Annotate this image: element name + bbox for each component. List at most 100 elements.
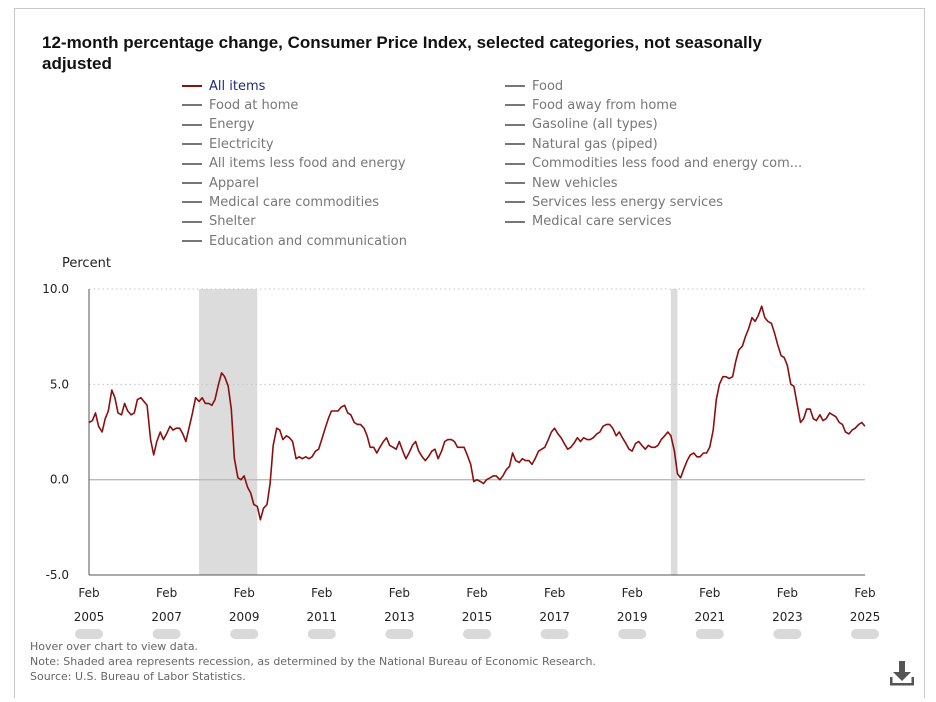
year-slider-handle[interactable] (618, 629, 647, 639)
legend-item[interactable]: Electricity (182, 135, 274, 153)
legend-label: Apparel (209, 175, 260, 191)
x-tick-month: Feb (854, 586, 875, 600)
legend-swatch (505, 85, 525, 87)
year-slider-handle[interactable] (385, 629, 414, 639)
y-tick-label: 5.0 (50, 377, 69, 391)
year-slider-handle[interactable] (695, 629, 724, 639)
x-tick-year: 2017 (539, 610, 570, 624)
legend-item[interactable]: All items less food and energy (182, 155, 406, 173)
legend-swatch (182, 220, 202, 223)
legend-label: Natural gas (piped) (532, 136, 658, 152)
legend-label: Energy (209, 117, 255, 133)
legend-item[interactable]: Food at home (182, 96, 298, 114)
x-tick-month: Feb (311, 586, 332, 600)
x-tick-year: 2005 (74, 610, 105, 624)
legend-swatch (505, 104, 525, 107)
legend-item[interactable]: Food away from home (505, 96, 677, 114)
legend-label: Services less energy services (532, 194, 724, 210)
legend-swatch (505, 220, 525, 223)
legend-item[interactable]: Food (505, 77, 563, 95)
legend-swatch (505, 143, 525, 146)
y-axis-label: Percent (62, 256, 111, 271)
legend-item[interactable]: Natural gas (piped) (505, 135, 658, 153)
legend-label: Food (532, 78, 564, 94)
legend-label: All items less food and energy (209, 156, 406, 172)
legend-swatch (182, 104, 202, 107)
year-slider-handle[interactable] (463, 629, 491, 639)
legend-swatch (182, 182, 202, 184)
year-slider-handle[interactable] (75, 629, 103, 639)
year-slider-handle[interactable] (307, 629, 336, 639)
year-slider-handle[interactable] (540, 629, 569, 639)
legend-swatch (182, 123, 202, 126)
legend-item[interactable]: Education and communication (182, 232, 407, 250)
x-tick-year: 2025 (850, 610, 881, 624)
legend-item[interactable]: Commodities less food and energy com... (505, 155, 802, 173)
recession-shade (199, 289, 258, 575)
legend-swatch (182, 240, 202, 243)
legend-item[interactable]: All items (182, 77, 265, 95)
download-button[interactable] (887, 658, 917, 688)
legend-label: Shelter (209, 214, 256, 230)
x-tick-month: Feb (156, 586, 177, 600)
legend-label: Gasoline (all types) (532, 117, 658, 133)
x-tick-year: 2021 (695, 610, 726, 624)
year-slider-handle[interactable] (230, 629, 259, 639)
chart-notes: Hover over chart to view data. Note: Sha… (30, 639, 596, 684)
x-tick-year: 2023 (772, 610, 803, 624)
series-line-all-items (88, 305, 866, 521)
legend-label: All items (209, 78, 266, 94)
legend-label: Electricity (209, 136, 274, 152)
legend-swatch (505, 123, 525, 126)
legend-swatch (182, 143, 202, 146)
legend-swatch (182, 85, 202, 87)
hover-hint: Hover over chart to view data. (30, 640, 199, 653)
year-slider-handle[interactable] (152, 629, 181, 639)
year-slider-handle[interactable] (851, 629, 879, 639)
chart-frame (14, 8, 925, 698)
legend-item[interactable]: Services less energy services (505, 193, 723, 211)
legend-swatch (182, 201, 202, 204)
download-icon (890, 661, 914, 686)
legend-swatch (505, 182, 525, 184)
legend-item[interactable]: Apparel (182, 174, 259, 192)
y-tick-label: 10.0 (42, 282, 69, 296)
chart-title: 12-month percentage change, Consumer Pri… (42, 33, 762, 73)
year-slider-handle[interactable] (773, 629, 802, 639)
x-tick-year: 2015 (462, 610, 493, 624)
legend-swatch (182, 162, 202, 165)
x-tick-month: Feb (544, 586, 565, 600)
legend-label: Medical care services (532, 214, 672, 230)
x-tick-month: Feb (777, 586, 798, 600)
legend-item[interactable]: Gasoline (all types) (505, 116, 658, 134)
x-tick-year: 2007 (151, 610, 182, 624)
source-note: Source: U.S. Bureau of Labor Statistics. (30, 670, 246, 683)
legend-swatch (505, 162, 525, 165)
x-tick-month: Feb (466, 586, 487, 600)
legend-item[interactable]: Shelter (182, 213, 256, 231)
y-tick-label: -5.0 (46, 568, 69, 582)
x-tick-year: 2011 (307, 610, 338, 624)
legend-item[interactable]: Medical care commodities (182, 193, 379, 211)
legend-label: Education and communication (209, 233, 407, 249)
recession-note: Note: Shaded area represents recession, … (30, 655, 596, 668)
x-tick-month: Feb (234, 586, 255, 600)
x-tick-month: Feb (78, 586, 99, 600)
x-tick-year: 2013 (384, 610, 415, 624)
x-tick-month: Feb (699, 586, 720, 600)
x-tick-year: 2019 (617, 610, 648, 624)
x-tick-month: Feb (622, 586, 643, 600)
legend-item[interactable]: Medical care services (505, 213, 672, 231)
y-tick-label: 0.0 (50, 473, 69, 487)
x-tick-month: Feb (389, 586, 410, 600)
legend-label: Food away from home (532, 97, 677, 113)
x-tick-year: 2009 (229, 610, 260, 624)
recession-shade (670, 289, 678, 575)
legend-label: Medical care commodities (209, 194, 379, 210)
legend-item[interactable]: Energy (182, 116, 255, 134)
legend-item[interactable]: New vehicles (505, 174, 618, 192)
legend-label: Commodities less food and energy com... (532, 156, 803, 172)
legend-label: New vehicles (532, 175, 618, 191)
legend-label: Food at home (209, 97, 299, 113)
